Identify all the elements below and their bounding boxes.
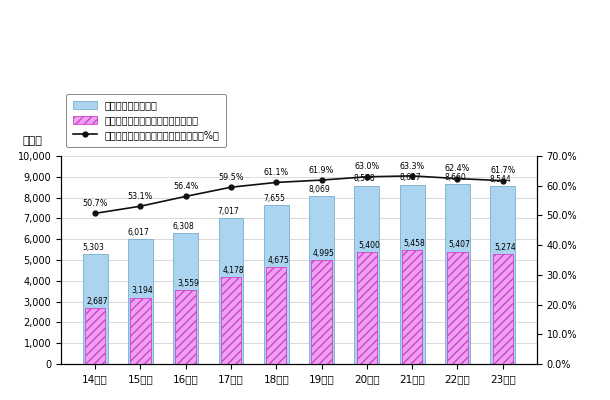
Text: 8,069: 8,069	[309, 185, 330, 194]
Text: 8,578: 8,578	[354, 174, 375, 184]
Bar	[85, 308, 106, 364]
Text: 61.7%: 61.7%	[490, 166, 515, 175]
Bar	[445, 184, 470, 364]
Bar	[264, 205, 289, 364]
Line: 病気休職者に占める精神疾患の割合（%）: 病気休職者に占める精神疾患の割合（%）	[93, 174, 505, 216]
病気休職者に占める精神疾患の割合（%）	[363, 174, 370, 179]
Text: 8,627: 8,627	[399, 174, 421, 182]
Text: 5,407: 5,407	[449, 240, 471, 250]
病気休職者に占める精神疾患の割合（%）	[499, 178, 506, 183]
Bar	[128, 239, 153, 364]
病気休職者に占める精神疾患の割合（%）	[409, 174, 416, 178]
病気休職者に占める精神疾患の割合（%）	[318, 178, 325, 182]
Bar	[311, 260, 332, 364]
Bar	[400, 184, 425, 364]
Text: 5,458: 5,458	[404, 239, 425, 248]
Bar	[221, 277, 241, 364]
Text: 5,400: 5,400	[358, 240, 380, 250]
病気休職者に占める精神疾患の割合（%）	[228, 185, 235, 190]
Text: 6,017: 6,017	[127, 228, 149, 237]
Bar	[402, 250, 422, 364]
Bar	[447, 252, 468, 364]
Text: （人）: （人）	[23, 136, 43, 146]
Text: 62.4%: 62.4%	[445, 164, 470, 173]
Text: 63.3%: 63.3%	[400, 162, 425, 170]
Text: 5,274: 5,274	[494, 243, 516, 252]
Bar	[492, 254, 513, 364]
Text: 4,675: 4,675	[268, 256, 290, 265]
Bar	[173, 233, 198, 364]
Bar	[218, 218, 243, 364]
Text: 53.1%: 53.1%	[127, 192, 153, 201]
病気休職者に占める精神疾患の割合（%）	[137, 204, 144, 209]
Bar	[357, 252, 377, 364]
Legend: 病気休職者数（人）, うち精神疾患による休職者数（人）, 病気休職者に占める精神疾患の割合（%）: 病気休職者数（人）, うち精神疾患による休職者数（人）, 病気休職者に占める精神…	[66, 94, 226, 147]
病気休職者に占める精神疾患の割合（%）	[182, 194, 189, 199]
Text: 63.0%: 63.0%	[354, 162, 379, 172]
Text: 8,660: 8,660	[444, 173, 466, 182]
Text: 7,655: 7,655	[263, 194, 285, 203]
Bar	[176, 290, 196, 364]
病気休職者に占める精神疾患の割合（%）	[273, 180, 280, 185]
Text: 6,308: 6,308	[173, 222, 194, 231]
Bar	[354, 186, 379, 364]
Bar	[82, 254, 107, 364]
Text: 50.7%: 50.7%	[82, 199, 108, 208]
Text: 61.9%: 61.9%	[309, 166, 334, 175]
Text: 4,178: 4,178	[223, 266, 244, 275]
Bar	[266, 267, 287, 364]
Text: 59.5%: 59.5%	[218, 173, 244, 182]
病気休職者に占める精神疾患の割合（%）	[92, 211, 99, 216]
Text: 7,017: 7,017	[218, 207, 240, 216]
Text: 61.1%: 61.1%	[264, 168, 289, 177]
Text: 4,995: 4,995	[313, 249, 335, 258]
Text: 3,559: 3,559	[177, 279, 199, 288]
Text: 2,687: 2,687	[87, 297, 108, 306]
Bar	[490, 186, 515, 364]
Text: 56.4%: 56.4%	[173, 182, 198, 191]
Bar	[130, 298, 151, 364]
Text: 8,544: 8,544	[490, 175, 511, 184]
病気休職者に占める精神疾患の割合（%）	[454, 176, 461, 181]
Text: 3,194: 3,194	[132, 286, 154, 296]
Text: 5,303: 5,303	[82, 243, 104, 252]
Bar	[309, 196, 334, 364]
